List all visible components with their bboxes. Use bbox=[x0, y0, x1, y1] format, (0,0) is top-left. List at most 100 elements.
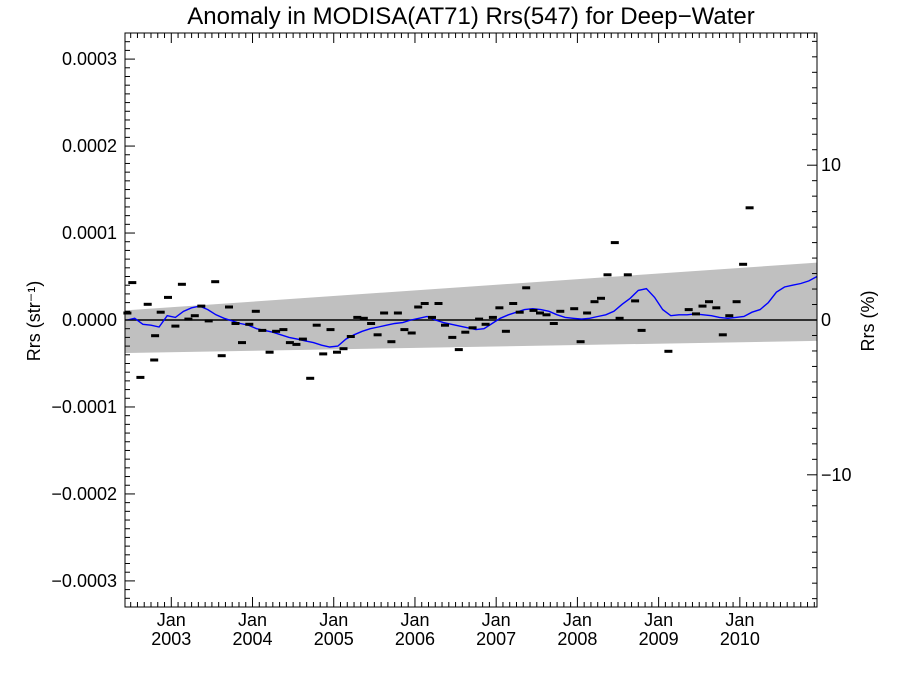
data-point bbox=[380, 311, 389, 315]
data-point bbox=[265, 350, 274, 354]
data-point bbox=[712, 306, 721, 310]
x-tick-year: 2004 bbox=[232, 629, 272, 649]
data-point bbox=[454, 348, 463, 352]
data-point bbox=[610, 241, 619, 245]
data-point bbox=[164, 295, 172, 299]
data-point bbox=[258, 328, 267, 332]
x-tick-year: 2007 bbox=[476, 629, 516, 649]
data-point bbox=[637, 328, 646, 332]
data-point bbox=[238, 341, 246, 345]
data-point bbox=[745, 206, 754, 210]
data-point bbox=[298, 337, 307, 341]
data-point bbox=[576, 340, 585, 344]
y-tick-label: 0.0001 bbox=[62, 223, 117, 243]
data-point bbox=[359, 316, 368, 320]
data-point bbox=[231, 322, 240, 325]
left-y-axis: 0.0003 0.0002 0.0001 0.0000 −0.0001 −0.0002 −0… bbox=[51, 41, 135, 599]
data-point bbox=[285, 341, 294, 345]
data-point bbox=[279, 328, 288, 332]
data-point bbox=[197, 304, 206, 308]
data-point bbox=[272, 329, 281, 333]
data-point bbox=[177, 282, 186, 286]
data-point bbox=[590, 300, 599, 304]
data-point bbox=[549, 322, 558, 325]
right-tick-label: −10 bbox=[821, 465, 852, 485]
data-point bbox=[312, 323, 321, 327]
data-point bbox=[333, 350, 341, 354]
data-point bbox=[441, 323, 449, 327]
y-tick-label: 0.0003 bbox=[62, 49, 117, 69]
data-point bbox=[623, 273, 632, 277]
x-tick-year: 2010 bbox=[720, 629, 760, 649]
data-point bbox=[725, 314, 734, 318]
x-tick-month: Jan bbox=[238, 610, 267, 630]
data-point bbox=[536, 311, 544, 315]
data-point bbox=[151, 334, 160, 338]
anomaly-points-layer bbox=[123, 206, 754, 380]
data-point bbox=[156, 310, 165, 314]
y-tick-label: −0.0003 bbox=[51, 571, 117, 591]
x-tick-year: 2006 bbox=[395, 629, 435, 649]
data-point bbox=[420, 302, 429, 305]
data-point bbox=[123, 311, 132, 315]
data-point bbox=[475, 317, 484, 321]
right-tick-label: 10 bbox=[821, 155, 841, 175]
x-tick-month: Jan bbox=[644, 610, 673, 630]
y-tick-label: −0.0001 bbox=[51, 397, 117, 417]
data-point bbox=[684, 308, 693, 312]
data-point bbox=[184, 317, 193, 321]
chart-title: Anomaly in MODISA(AT71) Rrs(547) for Dee… bbox=[187, 3, 755, 30]
data-point bbox=[326, 328, 335, 332]
data-point bbox=[128, 281, 137, 285]
data-point bbox=[501, 329, 510, 333]
data-point bbox=[664, 349, 673, 353]
data-point bbox=[515, 310, 524, 314]
data-point bbox=[400, 328, 409, 332]
x-tick-year: 2009 bbox=[639, 629, 679, 649]
data-point bbox=[522, 286, 531, 290]
right-tick-label: 0 bbox=[821, 310, 831, 330]
data-point bbox=[705, 300, 713, 304]
data-point bbox=[414, 305, 423, 309]
data-point bbox=[542, 313, 551, 317]
data-point bbox=[631, 299, 640, 303]
data-point bbox=[211, 280, 220, 284]
data-point bbox=[718, 333, 727, 337]
x-tick-month: Jan bbox=[482, 610, 511, 630]
data-point bbox=[570, 307, 579, 311]
data-point bbox=[319, 352, 328, 356]
data-point bbox=[367, 322, 376, 325]
right-y-axis: 10 0 −10 bbox=[807, 40, 852, 600]
data-point bbox=[468, 326, 477, 330]
data-point bbox=[529, 308, 538, 312]
data-point bbox=[461, 330, 470, 334]
data-point bbox=[373, 333, 382, 337]
x-tick-year: 2008 bbox=[557, 629, 597, 649]
x-tick-month: Jan bbox=[563, 610, 592, 630]
data-point bbox=[225, 305, 233, 309]
data-point bbox=[136, 375, 145, 379]
y-tick-label: −0.0002 bbox=[51, 484, 117, 504]
data-point bbox=[583, 311, 592, 315]
x-tick-month: Jan bbox=[157, 610, 186, 630]
data-point bbox=[143, 302, 152, 306]
data-point bbox=[692, 312, 700, 316]
data-point bbox=[434, 302, 443, 305]
y-tick-label: 0.0000 bbox=[62, 310, 117, 330]
data-point bbox=[393, 311, 402, 315]
x-tick-month: Jan bbox=[725, 610, 754, 630]
data-point bbox=[407, 331, 416, 335]
data-point bbox=[217, 354, 226, 358]
data-point bbox=[292, 342, 301, 346]
y-tick-label: 0.0002 bbox=[62, 136, 117, 156]
data-point bbox=[698, 304, 707, 308]
data-point bbox=[448, 335, 457, 339]
x-tick-month: Jan bbox=[319, 610, 348, 630]
data-point bbox=[509, 302, 518, 305]
data-point bbox=[488, 315, 497, 319]
data-point bbox=[481, 322, 490, 326]
data-point bbox=[603, 273, 612, 277]
x-tick-year: 2003 bbox=[151, 629, 191, 649]
data-point bbox=[615, 316, 624, 320]
